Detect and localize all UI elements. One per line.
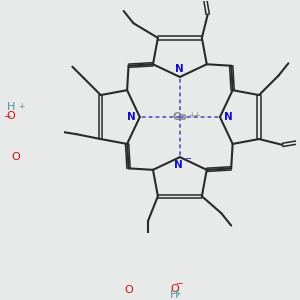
- Text: +: +: [19, 102, 25, 111]
- Text: N: N: [127, 112, 136, 122]
- Text: N: N: [176, 64, 184, 74]
- Text: O: O: [170, 284, 179, 294]
- Text: O: O: [6, 111, 15, 121]
- Text: −: −: [184, 154, 191, 163]
- Text: +: +: [175, 289, 181, 298]
- Text: N: N: [174, 160, 182, 170]
- Text: H: H: [170, 290, 178, 300]
- Text: Co: Co: [172, 112, 187, 122]
- Text: −: −: [3, 111, 10, 120]
- Text: H: H: [6, 101, 15, 112]
- Text: ++: ++: [188, 111, 201, 120]
- Text: O: O: [12, 152, 21, 162]
- Text: O: O: [125, 285, 134, 295]
- Text: N: N: [224, 112, 233, 122]
- Text: −: −: [175, 279, 182, 288]
